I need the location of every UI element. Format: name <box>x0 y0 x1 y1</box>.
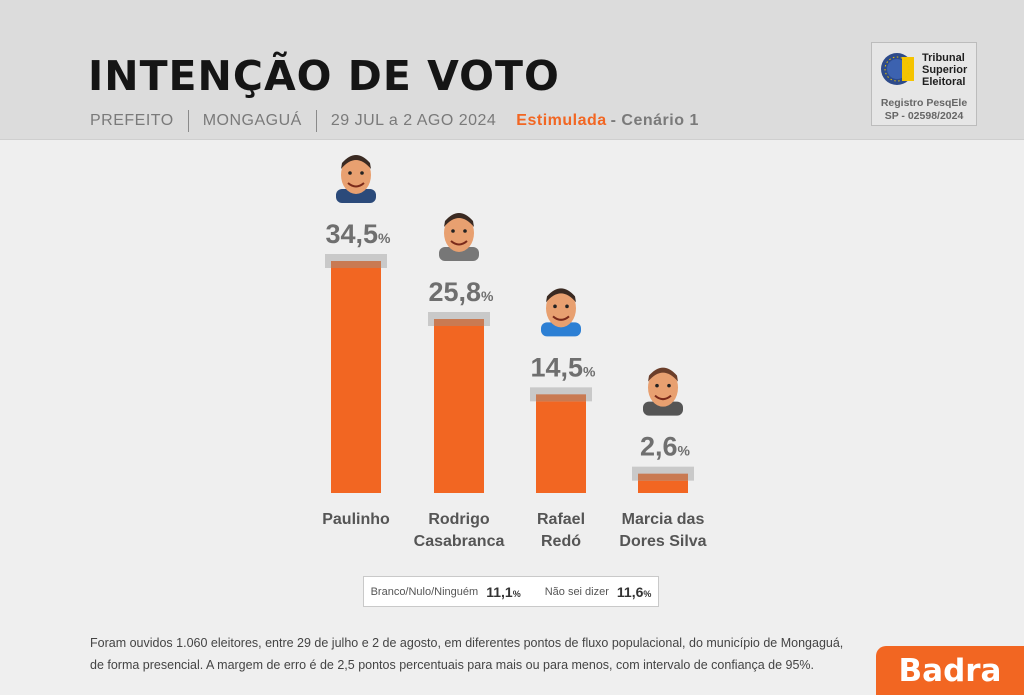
divider <box>315 110 317 132</box>
blank-null-value: 11,1% <box>486 583 521 600</box>
category-label: Rodrigo <box>428 511 490 528</box>
tse-name: Tribunal Superior Eleitoral <box>922 52 968 88</box>
bar <box>536 396 586 493</box>
methodology-note: Foram ouvidos 1.060 eleitores, entre 29 … <box>90 632 850 676</box>
bar-cap-shadow <box>536 394 586 402</box>
data-label: 2,6% <box>640 432 691 462</box>
divider <box>187 110 189 132</box>
tse-logo-icon <box>881 53 914 85</box>
category-label: Redó <box>541 533 581 550</box>
blank-null-label: Branco/Nulo/Ninguém <box>370 585 479 598</box>
candidate-avatar <box>336 155 376 203</box>
methodology-line-2: de forma presencial. A margem de erro é … <box>90 658 815 672</box>
dates-label: 29 JUL a 2 AGO 2024 <box>330 112 497 129</box>
dont-know-value: 11,6% <box>616 583 652 600</box>
category-label: Paulinho <box>322 511 390 528</box>
candidate-avatar <box>643 367 683 416</box>
registry-label: Registro PesqEle <box>880 97 968 109</box>
bar-cap-shadow <box>331 261 381 268</box>
city-label: MONGAGUÁ <box>202 112 302 129</box>
scenario-label: - Cenário 1 <box>610 112 699 129</box>
dont-know-label: Não sei dizer <box>544 585 609 598</box>
category-label: Marcia das <box>622 511 705 528</box>
badra-logo: Badra <box>876 646 1024 695</box>
bar <box>434 321 484 493</box>
tse-registry-box: Tribunal Superior Eleitoral Registro Pes… <box>871 42 977 126</box>
data-label: 14,5% <box>530 352 596 382</box>
bar-cap-shadow <box>638 473 688 481</box>
header-band: INTENÇÃO DE VOTO PREFEITO MONGAGUÁ 29 JU… <box>0 0 1024 140</box>
data-label: 25,8% <box>428 277 494 307</box>
other-answers-box: Branco/Nulo/Ninguém 11,1% Não sei dizer … <box>363 576 659 607</box>
candidate-avatar <box>439 213 479 261</box>
methodology-line-1: Foram ouvidos 1.060 eleitores, entre 29 … <box>90 636 844 650</box>
category-label: Casabranca <box>414 533 505 550</box>
page-title: INTENÇÃO DE VOTO <box>88 52 560 100</box>
bar <box>331 263 381 493</box>
office-label: PREFEITO <box>90 112 174 129</box>
survey-subtitle: PREFEITO MONGAGUÁ 29 JUL a 2 AGO 2024 Es… <box>90 110 699 132</box>
category-label: Dores Silva <box>619 533 706 550</box>
bar-cap-shadow <box>434 319 484 326</box>
registry-number: SP - 02598/2024 <box>884 110 964 122</box>
survey-type-label: Estimulada <box>516 112 607 129</box>
category-label: Rafael <box>537 511 585 528</box>
candidate-avatar <box>541 288 581 337</box>
data-label: 34,5% <box>325 219 391 249</box>
